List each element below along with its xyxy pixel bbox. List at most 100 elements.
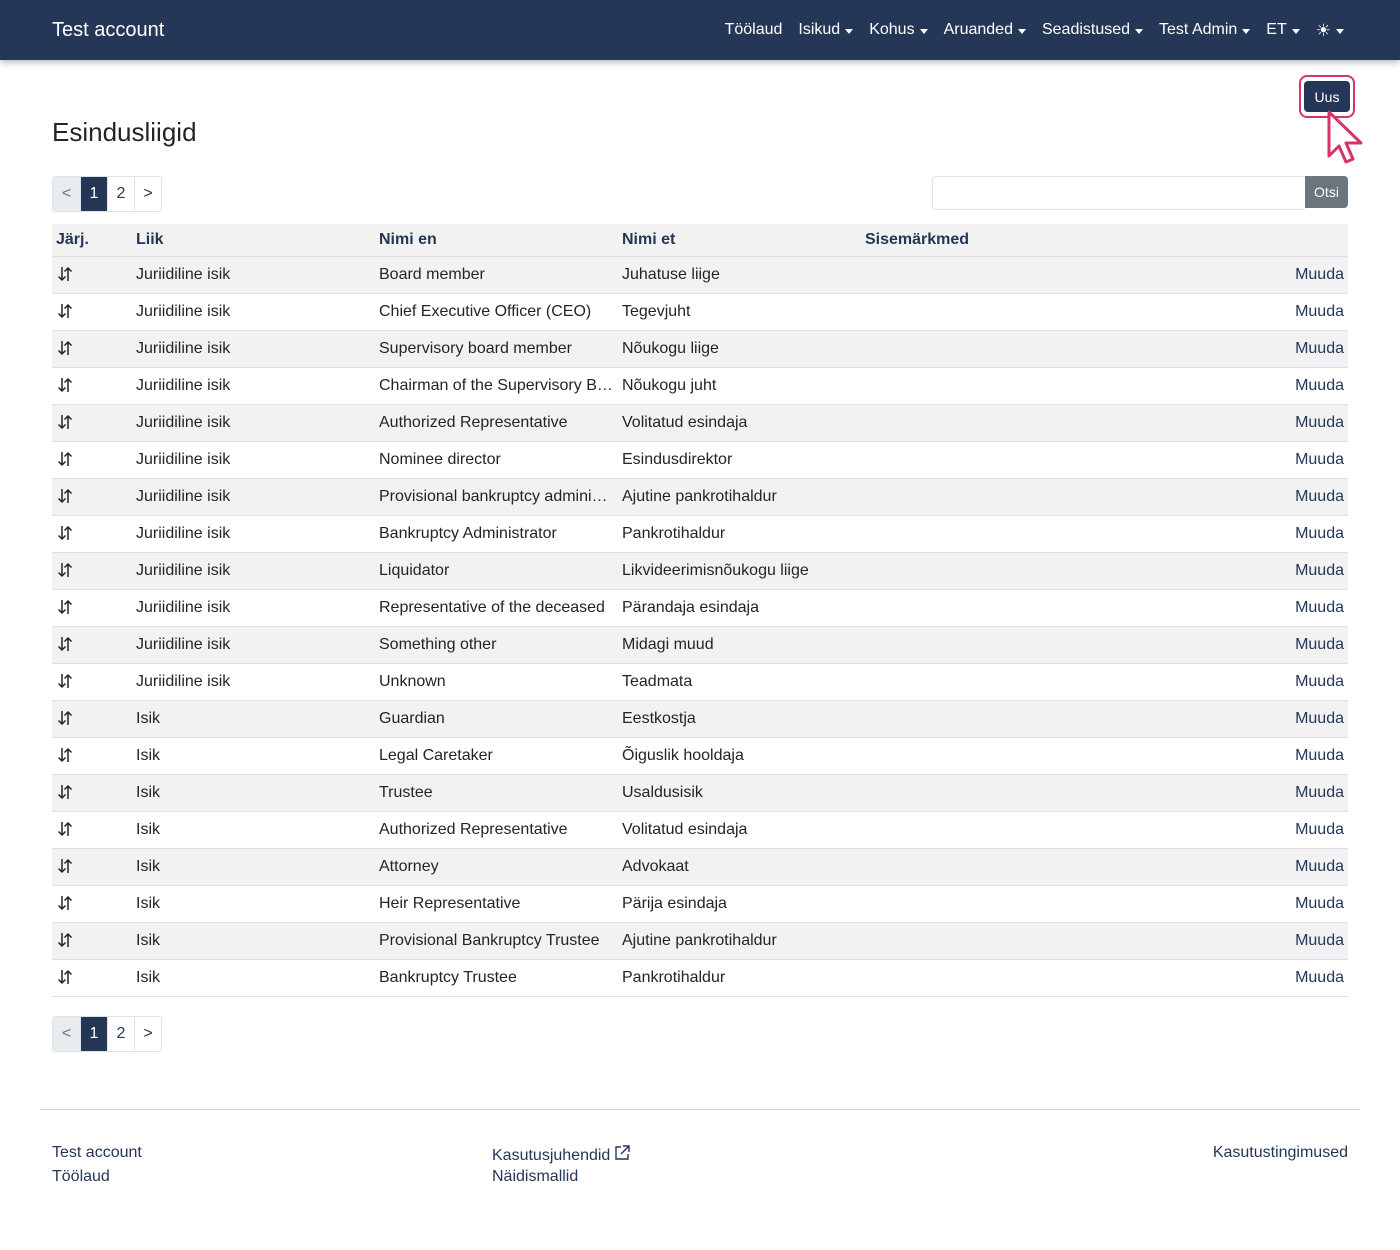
edit-link[interactable]: Muuda [1295,561,1344,579]
name-en-cell: Authorized Representative [375,811,618,849]
actions-cell: Muuda [1104,589,1348,627]
actions-cell: Muuda [1104,256,1348,294]
sort-handle-icon[interactable] [56,265,74,283]
sort-handle-icon[interactable] [56,709,74,727]
edit-link[interactable]: Muuda [1295,857,1344,875]
sort-handle-icon[interactable] [56,672,74,690]
notes-cell [861,737,1104,775]
pagination-page-1[interactable]: 1 [80,177,107,211]
edit-link[interactable]: Muuda [1295,783,1344,801]
sort-handle-icon[interactable] [56,487,74,505]
edit-link[interactable]: Muuda [1295,894,1344,912]
column-header-order[interactable]: Järj. [52,224,132,257]
sort-handle-icon[interactable] [56,302,74,320]
nav-item-isikud[interactable]: Isikud [798,21,854,39]
notes-cell [861,959,1104,997]
pagination-page-2[interactable]: 2 [107,1017,134,1051]
footer-dashboard-link[interactable]: Töölaud [52,1168,110,1185]
footer-brand-link[interactable]: Test account [52,1144,142,1161]
table-row: Juriidiline isik Chief Executive Officer … [52,293,1348,331]
notes-cell [861,663,1104,701]
column-header-name-et[interactable]: Nimi et [618,224,861,257]
theme-toggle[interactable]: ☀ [1316,22,1344,39]
column-header-name-en[interactable]: Nimi en [375,224,618,257]
sort-handle-icon[interactable] [56,561,74,579]
sort-handle-icon[interactable] [56,376,74,394]
column-header-notes[interactable]: Sisemärkmed [861,224,1104,257]
type-cell: Isik [132,922,375,960]
nav-item-toolaud[interactable]: Töölaud [725,21,783,39]
pagination-prev[interactable]: < [53,177,80,211]
footer-manuals-link[interactable]: Kasutusjuhendid [492,1144,631,1165]
notes-cell [861,589,1104,627]
order-cell [52,330,132,368]
edit-link[interactable]: Muuda [1295,746,1344,764]
sort-handle-icon[interactable] [56,931,74,949]
actions-cell: Muuda [1104,959,1348,997]
column-header-type[interactable]: Liik [132,224,375,257]
edit-link[interactable]: Muuda [1295,968,1344,986]
edit-link[interactable]: Muuda [1295,524,1344,542]
sort-handle-icon[interactable] [56,783,74,801]
new-button[interactable]: Uus [1304,81,1350,112]
nav-item-aruanded[interactable]: Aruanded [944,21,1026,39]
edit-link[interactable]: Muuda [1295,598,1344,616]
edit-link[interactable]: Muuda [1295,450,1344,468]
caret-down-icon [1336,28,1344,34]
notes-cell [861,515,1104,553]
search-button[interactable]: Otsi [1305,176,1348,208]
pagination-next[interactable]: > [134,1017,161,1051]
edit-link[interactable]: Muuda [1295,413,1344,431]
sort-handle-icon[interactable] [56,450,74,468]
order-cell [52,922,132,960]
search-input[interactable] [932,176,1305,210]
name-et-cell: Tegevjuht [618,293,861,331]
top-navbar: Test account Töölaud Isikud Kohus Aruand… [0,0,1400,60]
table-row: Juriidiline isik Board member Juhatuse lii… [52,256,1348,294]
name-en-cell: Bankruptcy Trustee [375,959,618,997]
edit-link[interactable]: Muuda [1295,635,1344,653]
edit-link[interactable]: Muuda [1295,487,1344,505]
table-row: Juriidiline isik Authorized Representativ… [52,404,1348,442]
sort-handle-icon[interactable] [56,598,74,616]
edit-link[interactable]: Muuda [1295,672,1344,690]
nav-item-user-menu[interactable]: Test Admin [1159,21,1251,39]
brand-link[interactable]: Test account [52,18,165,41]
nav-item-kohus[interactable]: Kohus [869,21,928,39]
sort-handle-icon[interactable] [56,968,74,986]
pagination-page-2[interactable]: 2 [107,177,134,211]
sort-handle-icon[interactable] [56,894,74,912]
footer-terms-link[interactable]: Kasutustingimused [1212,1144,1348,1161]
edit-link[interactable]: Muuda [1295,931,1344,949]
sort-handle-icon[interactable] [56,820,74,838]
edit-link[interactable]: Muuda [1295,820,1344,838]
sort-handle-icon[interactable] [56,413,74,431]
table-row: Juriidiline isik Bankruptcy Administrator… [52,515,1348,553]
name-en-cell: Liquidator [375,552,618,590]
notes-cell [861,256,1104,294]
sort-handle-icon[interactable] [56,746,74,764]
actions-cell: Muuda [1104,293,1348,331]
nav-item-language[interactable]: ET [1266,21,1300,39]
caret-down-icon [1135,28,1144,34]
pagination-page-1[interactable]: 1 [80,1017,107,1051]
footer-manuals-label: Kasutusjuhendid [492,1147,611,1164]
name-et-cell: Pärija esindaja [618,885,861,923]
edit-link[interactable]: Muuda [1295,709,1344,727]
sort-handle-icon[interactable] [56,635,74,653]
pagination-next[interactable]: > [134,177,161,211]
actions-cell: Muuda [1104,404,1348,442]
edit-link[interactable]: Muuda [1295,376,1344,394]
sort-handle-icon[interactable] [56,339,74,357]
pagination-prev[interactable]: < [53,1017,80,1051]
edit-link[interactable]: Muuda [1295,265,1344,283]
nav-item-seadistused[interactable]: Seadistused [1042,21,1144,39]
footer-templates-link[interactable]: Näidismallid [492,1168,579,1185]
sort-handle-icon[interactable] [56,524,74,542]
page-title: Esindusliigid [52,117,197,147]
sort-handle-icon[interactable] [56,857,74,875]
caret-down-icon [1291,28,1300,34]
table-row: Juriidiline isik Supervisory board member… [52,330,1348,368]
edit-link[interactable]: Muuda [1295,339,1344,357]
edit-link[interactable]: Muuda [1295,302,1344,320]
